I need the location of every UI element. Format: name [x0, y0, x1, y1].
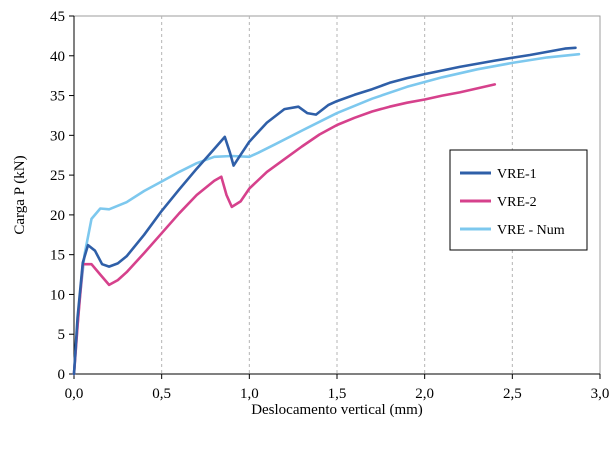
y-tick-label-0: 0: [58, 367, 66, 383]
x-tick-label-5: 2,5: [503, 386, 522, 402]
tick-labels: 0,0 0,5 1,0 1,5 2,0 2,5 3,0 0 5 10 15 20 25 30 35 40 45: [50, 9, 609, 402]
y-tick-label-3: 15: [50, 248, 65, 264]
x-tick-label-1: 0,5: [152, 386, 171, 402]
x-tick-label-6: 3,0: [591, 386, 610, 402]
legend-label-vre-2: VRE-2: [497, 195, 537, 210]
y-tick-label-1: 5: [58, 327, 66, 343]
x-tick-label-2: 1,0: [240, 386, 259, 402]
y-tick-label-8: 40: [50, 49, 65, 65]
legend: VRE-1 VRE-2 VRE - Num: [449, 149, 588, 251]
x-tick-label-4: 2,0: [415, 386, 434, 402]
legend-label-vre-1: VRE-1: [497, 167, 537, 182]
y-tick-label-6: 30: [50, 128, 65, 144]
y-tick-label-5: 25: [50, 168, 65, 184]
x-axis-title: Deslocamento vertical (mm): [251, 402, 423, 418]
series-line-vre-1: [72, 46, 577, 376]
x-tick-label-0: 0,0: [65, 386, 84, 402]
x-tick-label-3: 1,5: [328, 386, 347, 402]
y-tick-label-4: 20: [50, 208, 65, 224]
y-tick-label-2: 10: [50, 287, 65, 303]
y-tick-label-9: 45: [50, 9, 65, 25]
series-line-vre-2: [72, 83, 497, 376]
legend-label-vre-num: VRE - Num: [497, 223, 565, 238]
y-axis-title: Carga P (kN): [12, 155, 28, 234]
axes: [69, 15, 601, 379]
series-group: [72, 46, 581, 376]
y-tick-label-7: 35: [50, 89, 65, 105]
